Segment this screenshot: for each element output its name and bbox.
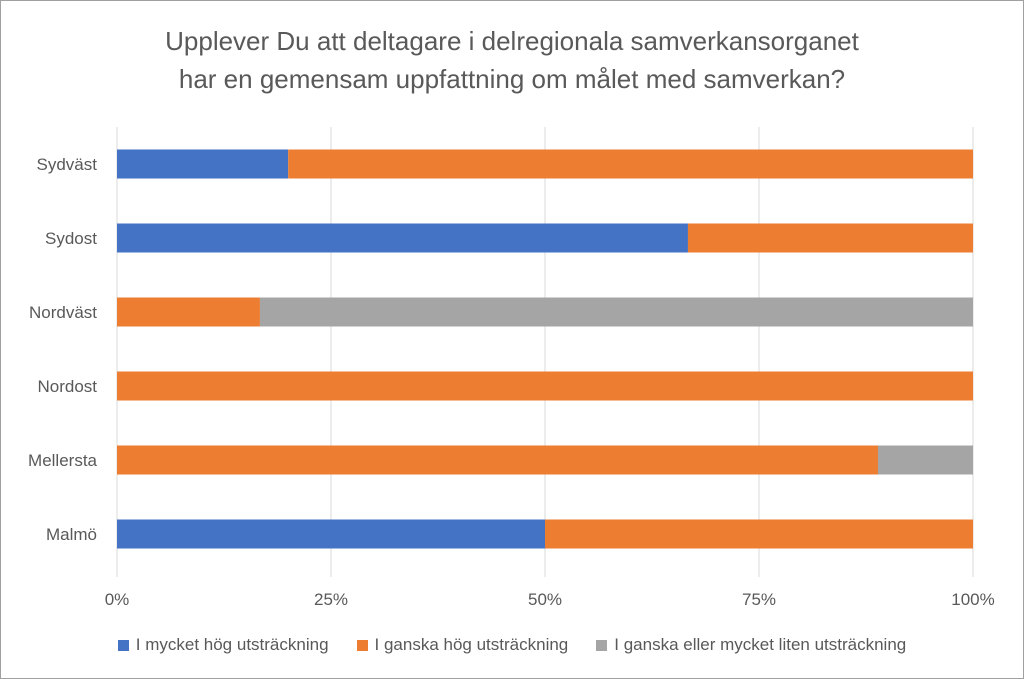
x-tick-label: 75% <box>742 590 776 609</box>
legend-swatch <box>356 639 368 651</box>
bar-segment <box>117 519 545 549</box>
chart-title-line-2: har en gemensam uppfattning om målet med… <box>178 64 846 94</box>
chart-title-line-1: Upplever Du att deltagare i delregionala… <box>165 26 859 56</box>
bar-segment <box>117 371 973 401</box>
legend-item: I ganska eller mycket liten utsträckning <box>596 632 906 658</box>
legend-label: I mycket hög utsträckning <box>135 635 329 654</box>
bar-segment <box>288 149 973 179</box>
category-label: Nordost <box>37 377 97 396</box>
category-label: Sydväst <box>37 155 98 174</box>
x-tick-label: 25% <box>314 590 348 609</box>
bar-segment <box>117 149 289 179</box>
x-tick-label: 50% <box>528 590 562 609</box>
bar-segment <box>117 297 260 327</box>
legend-swatch <box>117 639 129 651</box>
bar-segment <box>117 445 878 475</box>
category-label: Malmö <box>46 525 97 544</box>
legend-swatch <box>596 639 608 651</box>
chart-legend: I mycket hög utsträckning I ganska hög ut… <box>0 632 1024 658</box>
category-label: Mellersta <box>28 451 98 470</box>
legend-item: I ganska hög utsträckning <box>356 632 569 658</box>
bar-segment <box>545 519 973 549</box>
bar-segment <box>259 297 973 327</box>
bar-segment <box>117 223 688 253</box>
bar-segment <box>877 445 973 475</box>
x-tick-label: 0% <box>105 590 130 609</box>
chart-title: Upplever Du att deltagare i delregionala… <box>0 22 1024 98</box>
legend-label: I ganska hög utsträckning <box>374 635 569 654</box>
legend-item: I mycket hög utsträckning <box>117 632 329 658</box>
x-tick-label: 100% <box>951 590 994 609</box>
category-label: Nordväst <box>29 303 97 322</box>
bar-segment <box>687 223 973 253</box>
category-label: Sydost <box>45 229 97 248</box>
legend-label: I ganska eller mycket liten utsträckning <box>614 635 907 654</box>
